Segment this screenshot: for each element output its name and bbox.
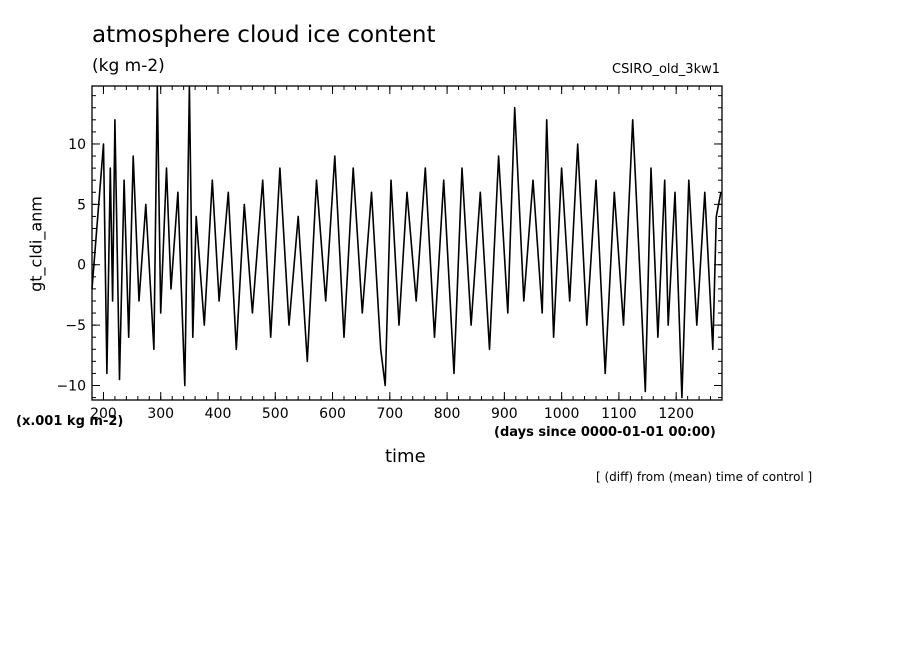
model-name: CSIRO_old_3kw1 bbox=[612, 62, 720, 77]
y-tick-label: 10 bbox=[68, 137, 86, 153]
x-axis-units: (days since 0000-01-01 00:00) bbox=[494, 425, 716, 440]
y-scale-note: (x.001 kg m-2) bbox=[16, 414, 124, 429]
x-tick-label: 1200 bbox=[658, 406, 694, 422]
x-tick-label: 600 bbox=[319, 406, 346, 422]
x-tick-label: 1100 bbox=[601, 406, 637, 422]
x-tick-label: 500 bbox=[262, 406, 289, 422]
y-tick-label: 0 bbox=[77, 258, 86, 274]
y-tick-label: −5 bbox=[65, 318, 86, 334]
x-tick-label: 300 bbox=[147, 406, 174, 422]
y-axis-label: gt_cldi_anm bbox=[26, 196, 46, 292]
y-tick-label: 5 bbox=[77, 197, 86, 213]
plot-frame bbox=[91, 85, 723, 401]
x-tick-label: 700 bbox=[376, 406, 403, 422]
axis-ticks bbox=[91, 86, 723, 400]
x-tick-label: 200 bbox=[90, 406, 117, 422]
x-tick-label: 900 bbox=[491, 406, 518, 422]
diff-note: [ (diff) from (mean) time of control ] bbox=[596, 470, 813, 484]
y-tick-label: −10 bbox=[56, 379, 86, 395]
x-tick-label: 800 bbox=[434, 406, 461, 422]
x-tick-label: 1000 bbox=[544, 406, 580, 422]
chart-title: atmosphere cloud ice content bbox=[92, 22, 436, 48]
x-tick-label: 400 bbox=[205, 406, 232, 422]
series-line bbox=[91, 85, 722, 399]
chart-units: (kg m-2) bbox=[92, 56, 165, 76]
axis-tick-labels: 200 300 400 500 600 700 800 900 1000 1100 1200 −10 −… bbox=[56, 137, 694, 422]
x-axis-label: time bbox=[385, 446, 426, 467]
